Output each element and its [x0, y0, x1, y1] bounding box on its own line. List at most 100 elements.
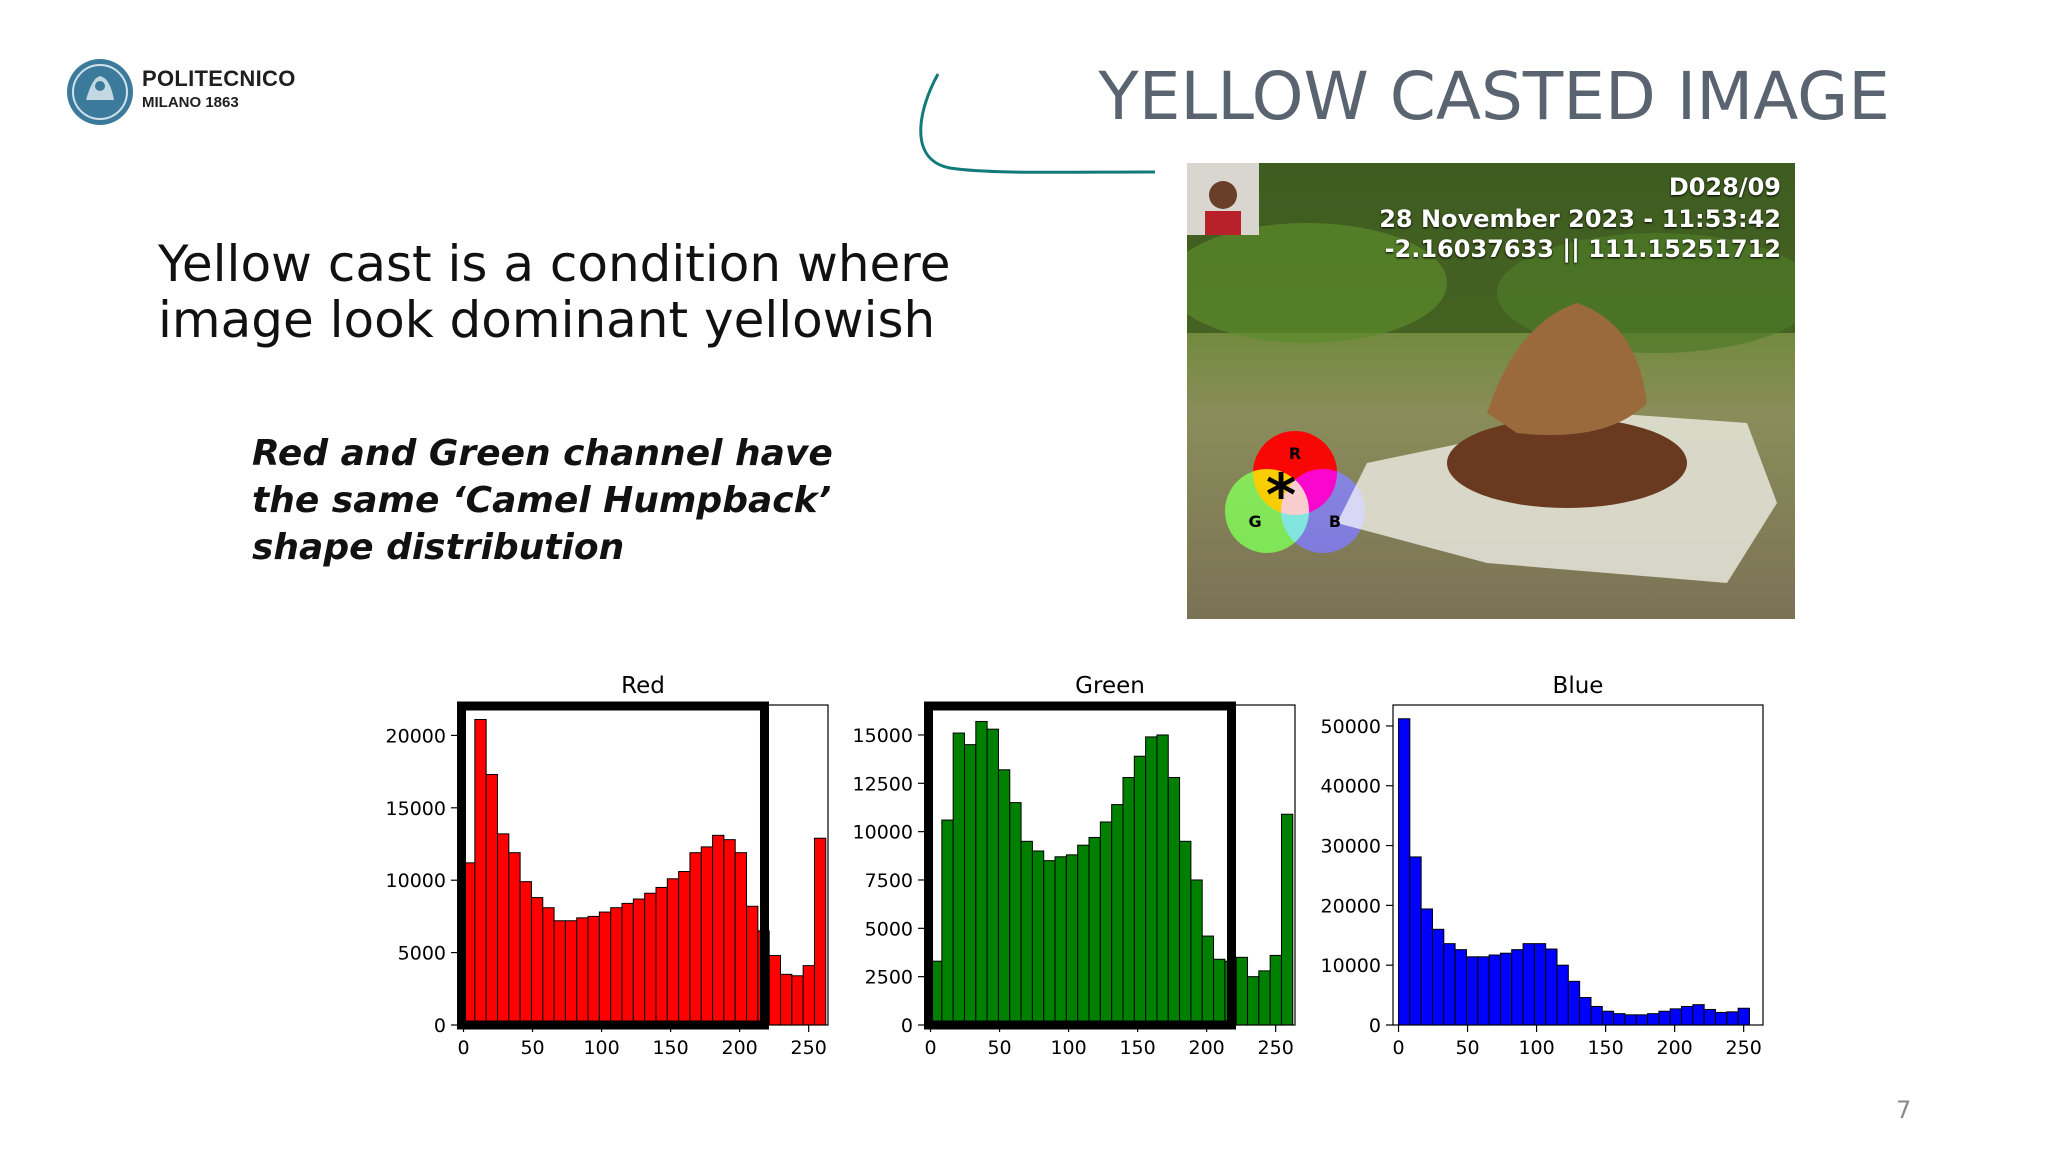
histogram-bar	[1043, 860, 1056, 1026]
y-tick-label: 40000	[1321, 776, 1381, 798]
histogram-bar	[975, 720, 988, 1026]
note-text: Red and Green channel have the same ‘Cam…	[252, 433, 833, 568]
histogram-bar	[1431, 928, 1445, 1026]
histogram-bar	[1009, 802, 1022, 1026]
x-tick-label: 0	[924, 1037, 936, 1059]
fruit-pile	[1447, 418, 1687, 508]
yellow-cast-photo: R G B * D028/09 28 November 2023 - 11:53…	[1167, 163, 1817, 619]
y-tick-label: 10000	[1321, 955, 1381, 977]
histogram-bar	[1590, 1005, 1603, 1026]
x-tick-label: 50	[520, 1037, 544, 1059]
histogram-bar	[1122, 777, 1135, 1026]
histogram-bar	[1499, 952, 1513, 1026]
histogram-bar	[1669, 1008, 1683, 1026]
histogram-bar	[564, 920, 578, 1026]
x-tick-label: 250	[1258, 1037, 1294, 1059]
histogram-bar	[1579, 996, 1592, 1026]
histogram-bar	[678, 871, 691, 1026]
histogram-bar	[1737, 1007, 1750, 1026]
histogram-bar	[1454, 949, 1467, 1026]
histogram-bar	[553, 920, 566, 1026]
histogram-bar	[746, 905, 759, 1026]
histogram-bar	[587, 915, 600, 1026]
histogram-bar	[508, 852, 521, 1026]
x-tick-label: 150	[1587, 1037, 1623, 1059]
photo-overlay-id: D028/09	[1668, 173, 1781, 201]
histogram-bar	[802, 965, 815, 1026]
histogram-bar	[1247, 976, 1260, 1026]
y-tick-label: 7500	[865, 870, 913, 892]
x-tick-label: 100	[1518, 1037, 1554, 1059]
chart-title: Green	[1075, 673, 1145, 699]
histogram-bar	[791, 975, 804, 1026]
page-number: 7	[1896, 1096, 1912, 1124]
x-tick-label: 250	[791, 1037, 827, 1059]
histogram-bar	[963, 744, 977, 1026]
histogram-bar	[519, 881, 532, 1026]
x-tick-label: 200	[722, 1037, 758, 1059]
histogram-bar	[1567, 980, 1581, 1026]
intro-text: Yellow cast is a condition where image l…	[158, 235, 951, 349]
x-tick-label: 100	[583, 1037, 619, 1059]
histogram-bar	[1099, 821, 1113, 1026]
histogram-bar	[632, 898, 646, 1026]
y-tick-label: 0	[434, 1015, 446, 1037]
bunch-pile	[1487, 303, 1647, 435]
histogram-bar	[1065, 854, 1079, 1026]
histogram-bar	[712, 834, 725, 1026]
y-tick-label: 5000	[865, 918, 913, 940]
x-tick-label: 100	[1050, 1037, 1086, 1059]
histogram-bar	[1020, 840, 1033, 1026]
histogram-bar	[1658, 1010, 1671, 1026]
histogram-bar	[621, 902, 634, 1026]
histogram-bar	[496, 833, 510, 1026]
histogram-bar	[666, 878, 680, 1026]
x-tick-label: 0	[457, 1037, 469, 1059]
highlight-box	[924, 701, 1236, 1030]
x-tick-label: 150	[1119, 1037, 1155, 1059]
asterisk-icon: *	[1266, 461, 1296, 529]
x-tick-label: 250	[1726, 1037, 1762, 1059]
histogram-bar	[941, 819, 954, 1026]
y-tick-label: 5000	[398, 943, 446, 965]
histogram-bar	[1533, 943, 1547, 1026]
histogram-bar	[610, 907, 623, 1026]
y-tick-label: 15000	[386, 798, 446, 820]
y-tick-label: 50000	[1321, 716, 1381, 738]
histogram-bar	[1443, 943, 1456, 1026]
histogram-bar	[1167, 777, 1181, 1026]
y-tick-label: 2500	[865, 967, 913, 989]
histogram-bar	[1715, 1011, 1728, 1026]
x-tick-label: 50	[987, 1037, 1011, 1059]
histogram-bar	[1179, 840, 1192, 1026]
histogram-bar	[689, 852, 702, 1026]
histogram-bar	[1647, 1013, 1660, 1026]
histogram-bar	[1635, 1014, 1649, 1026]
rgb-venn-icon: R G B *	[1225, 431, 1365, 553]
histogram-bar	[1088, 836, 1101, 1026]
y-tick-label: 10000	[853, 822, 913, 844]
venn-label-b: B	[1329, 512, 1341, 531]
y-tick-label: 30000	[1321, 836, 1381, 858]
logo-text-line2: MILANO 1863	[142, 94, 239, 111]
histogram-bar	[1601, 1010, 1615, 1026]
histogram-bar	[1201, 935, 1215, 1026]
photo-overlay-date: 28 November 2023 - 11:53:42	[1379, 205, 1781, 233]
histogram-bar	[723, 839, 736, 1026]
histogram-bar	[485, 774, 498, 1026]
x-tick-label: 150	[652, 1037, 688, 1059]
histogram-bar	[700, 846, 714, 1026]
histogram-bar	[1213, 958, 1226, 1026]
x-tick-label: 200	[1189, 1037, 1225, 1059]
logo-text-line1: POLITECNICO	[142, 66, 296, 91]
histogram-bar	[1280, 813, 1294, 1026]
histogram-bar	[1269, 954, 1282, 1026]
histogram-bar	[780, 973, 793, 1026]
x-tick-label: 50	[1455, 1037, 1479, 1059]
histogram-bar	[1613, 1013, 1626, 1026]
x-tick-label: 0	[1392, 1037, 1404, 1059]
chart-title: Red	[621, 673, 665, 699]
histogram-bar	[1190, 879, 1203, 1026]
venn-label-g: G	[1248, 512, 1261, 531]
highlight-box	[457, 701, 769, 1030]
